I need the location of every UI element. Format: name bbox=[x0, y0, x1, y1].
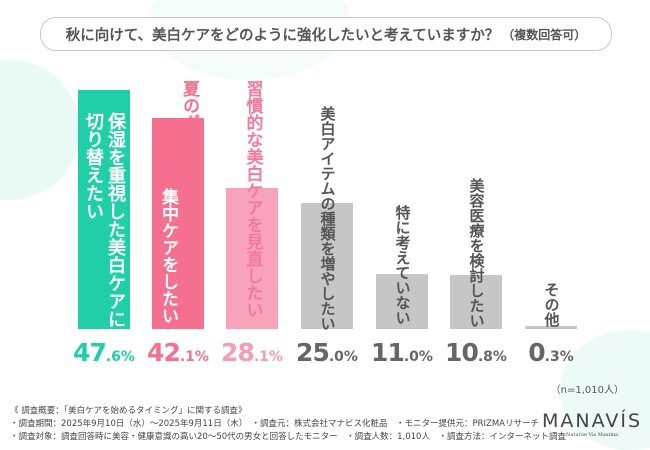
title-subtitle: （複数回答可） bbox=[502, 27, 587, 42]
category-label: その他 bbox=[542, 282, 561, 327]
bar bbox=[301, 203, 353, 329]
bar bbox=[78, 90, 130, 329]
chart-title: 秋に向けて、美白ケアをどのように強化したいと考えていますか？ （複数回答可） bbox=[40, 17, 612, 51]
category-label-line: 習慣的な美白ケアを見直したい bbox=[242, 80, 263, 318]
title-text: 秋に向けて、美白ケアをどのように強化したいと考えていますか？ bbox=[65, 27, 500, 44]
value-label: 42.1% bbox=[147, 338, 209, 367]
value-label: 47.6% bbox=[73, 338, 135, 367]
category-label-line: その他 bbox=[542, 282, 561, 327]
category-label: 保湿を重視した美白ケアに 切り替えたい bbox=[82, 112, 126, 328]
bar bbox=[152, 117, 204, 329]
value-label: 28.1% bbox=[221, 338, 283, 367]
category-label-line: 特に考えていない bbox=[393, 205, 412, 325]
footer-line: ・調査期間：2025年9月10日（水）～2025年9月11日（木） ・調査元：株… bbox=[10, 419, 539, 429]
category-label: 特に考えていない bbox=[393, 205, 412, 325]
category-label-line: 夏のダメージをリセットできる bbox=[179, 80, 199, 318]
category-label-line: 集中ケアをしたい bbox=[158, 188, 178, 324]
category-label-line: 美容医療を検討したい bbox=[467, 178, 486, 328]
value-label: 0.3% bbox=[528, 338, 574, 367]
bar bbox=[226, 187, 278, 329]
bar bbox=[450, 274, 502, 329]
value-label: 25.0% bbox=[296, 338, 358, 367]
bar bbox=[376, 273, 428, 329]
value-label: 10.8% bbox=[445, 338, 507, 367]
survey-footer: 《 調査概要：「美白ケアを始めるタイミング」に関する調査》 ・調査期間：2025… bbox=[10, 405, 566, 444]
decor-blob bbox=[0, 60, 80, 200]
footer-line: ・調査対象：調査回答時に美容・健康意識の高い20～50代の男女と回答したモニター… bbox=[10, 432, 566, 442]
category-label-line: 保湿を重視した美白ケアに bbox=[105, 112, 126, 328]
category-label-line: 美白アイテムの種類を増やしたい bbox=[318, 106, 337, 331]
category-label: 美容医療を検討したい bbox=[467, 178, 486, 328]
category-label: 習慣的な美白ケアを見直したい bbox=[242, 80, 263, 318]
category-label: 夏のダメージをリセットできる 集中ケアをしたい bbox=[157, 80, 199, 324]
brand-logo: MANAVÍS Naturae Vis Maxima bbox=[542, 410, 642, 438]
logo-name: MANAVÍS bbox=[542, 410, 643, 432]
bar bbox=[525, 326, 577, 329]
category-label: 美白アイテムの種類を増やしたい bbox=[318, 106, 337, 331]
logo-tagline: Naturae Vis Maxima bbox=[566, 432, 619, 438]
category-label-line: 切り替えたい bbox=[83, 112, 104, 220]
value-label: 11.0% bbox=[371, 338, 433, 367]
footer-line: 《 調査概要：「美白ケアを始めるタイミング」に関する調査》 bbox=[10, 406, 247, 416]
sample-size: （n=1,010人） bbox=[550, 385, 624, 396]
